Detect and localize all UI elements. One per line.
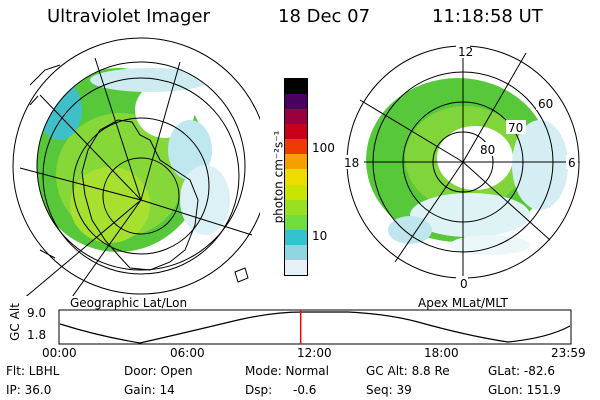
dsp-value: -0.6 bbox=[293, 383, 317, 397]
colorbar-label: photon cm⁻²s⁻¹ bbox=[271, 130, 286, 224]
geographic-caption: Geographic Lat/Lon bbox=[70, 296, 188, 310]
mode-info: Mode: Normal bbox=[245, 364, 329, 378]
magnetic-caption: Apex MLat/MLT bbox=[418, 296, 508, 310]
colorbar-segment bbox=[285, 139, 307, 155]
instrument-title: Ultraviolet Imager bbox=[47, 6, 210, 27]
timeline-xtick-0000: 00:00 bbox=[42, 346, 77, 360]
colorbar-segment bbox=[285, 94, 307, 110]
colorbar-tick-10: 10 bbox=[312, 229, 328, 243]
dsp-label: Dsp: bbox=[245, 383, 273, 397]
time-label: 11:18:58 UT bbox=[432, 6, 543, 27]
colorbar-segment bbox=[285, 154, 307, 170]
colorbar-segment bbox=[285, 199, 307, 215]
mlt-12-label: 12 bbox=[458, 45, 474, 59]
seq-info: Seq: 39 bbox=[366, 383, 412, 397]
mlat-70-label: 70 bbox=[508, 121, 524, 135]
timeline-ytick-high: 9.0 bbox=[27, 306, 47, 320]
colorbar-segment bbox=[285, 259, 307, 275]
gain-info: Gain: 14 bbox=[124, 383, 175, 397]
colorbar-segment bbox=[285, 244, 307, 260]
timeline-ytick-low: 1.8 bbox=[27, 328, 47, 342]
timeline-xtick-2359: 23:59 bbox=[551, 346, 586, 360]
mlat-80-label: 80 bbox=[480, 143, 496, 157]
filter-info: Flt: LBHL bbox=[6, 364, 60, 378]
mlt-18-label: 18 bbox=[344, 156, 360, 170]
date-label: 18 Dec 07 bbox=[278, 6, 371, 27]
timeline-xtick-1200: 12:00 bbox=[297, 346, 332, 360]
mlat-60-label: 60 bbox=[538, 97, 554, 111]
gcalt-info: GC Alt: 8.8 Re bbox=[366, 364, 450, 378]
magnetic-map bbox=[340, 44, 580, 290]
colorbar bbox=[284, 78, 308, 276]
door-info: Door: Open bbox=[124, 364, 193, 378]
colorbar-tick-100: 100 bbox=[312, 141, 335, 155]
colorbar-segment bbox=[285, 229, 307, 245]
timeline-xtick-1800: 18:00 bbox=[424, 346, 459, 360]
colorbar-segment bbox=[285, 169, 307, 185]
mlt-0-label: 0 bbox=[460, 277, 468, 291]
coastline bbox=[81, 119, 199, 271]
timeline-ylabel: GC Alt bbox=[7, 303, 22, 341]
colorbar-segment bbox=[285, 109, 307, 125]
timeline-xtick-0600: 06:00 bbox=[170, 346, 205, 360]
colorbar-segment bbox=[285, 78, 307, 95]
glat-info: GLat: -82.6 bbox=[488, 364, 555, 378]
altitude-timeline bbox=[58, 309, 572, 345]
glon-info: GLon: 151.9 bbox=[488, 383, 561, 397]
colorbar-segment bbox=[285, 184, 307, 200]
mlt-6-label: 6 bbox=[568, 156, 576, 170]
altitude-curve bbox=[59, 311, 571, 344]
colorbar-segment bbox=[285, 214, 307, 230]
colorbar-segment bbox=[285, 124, 307, 140]
ip-info: IP: 36.0 bbox=[6, 383, 52, 397]
geographic-map bbox=[12, 37, 260, 296]
